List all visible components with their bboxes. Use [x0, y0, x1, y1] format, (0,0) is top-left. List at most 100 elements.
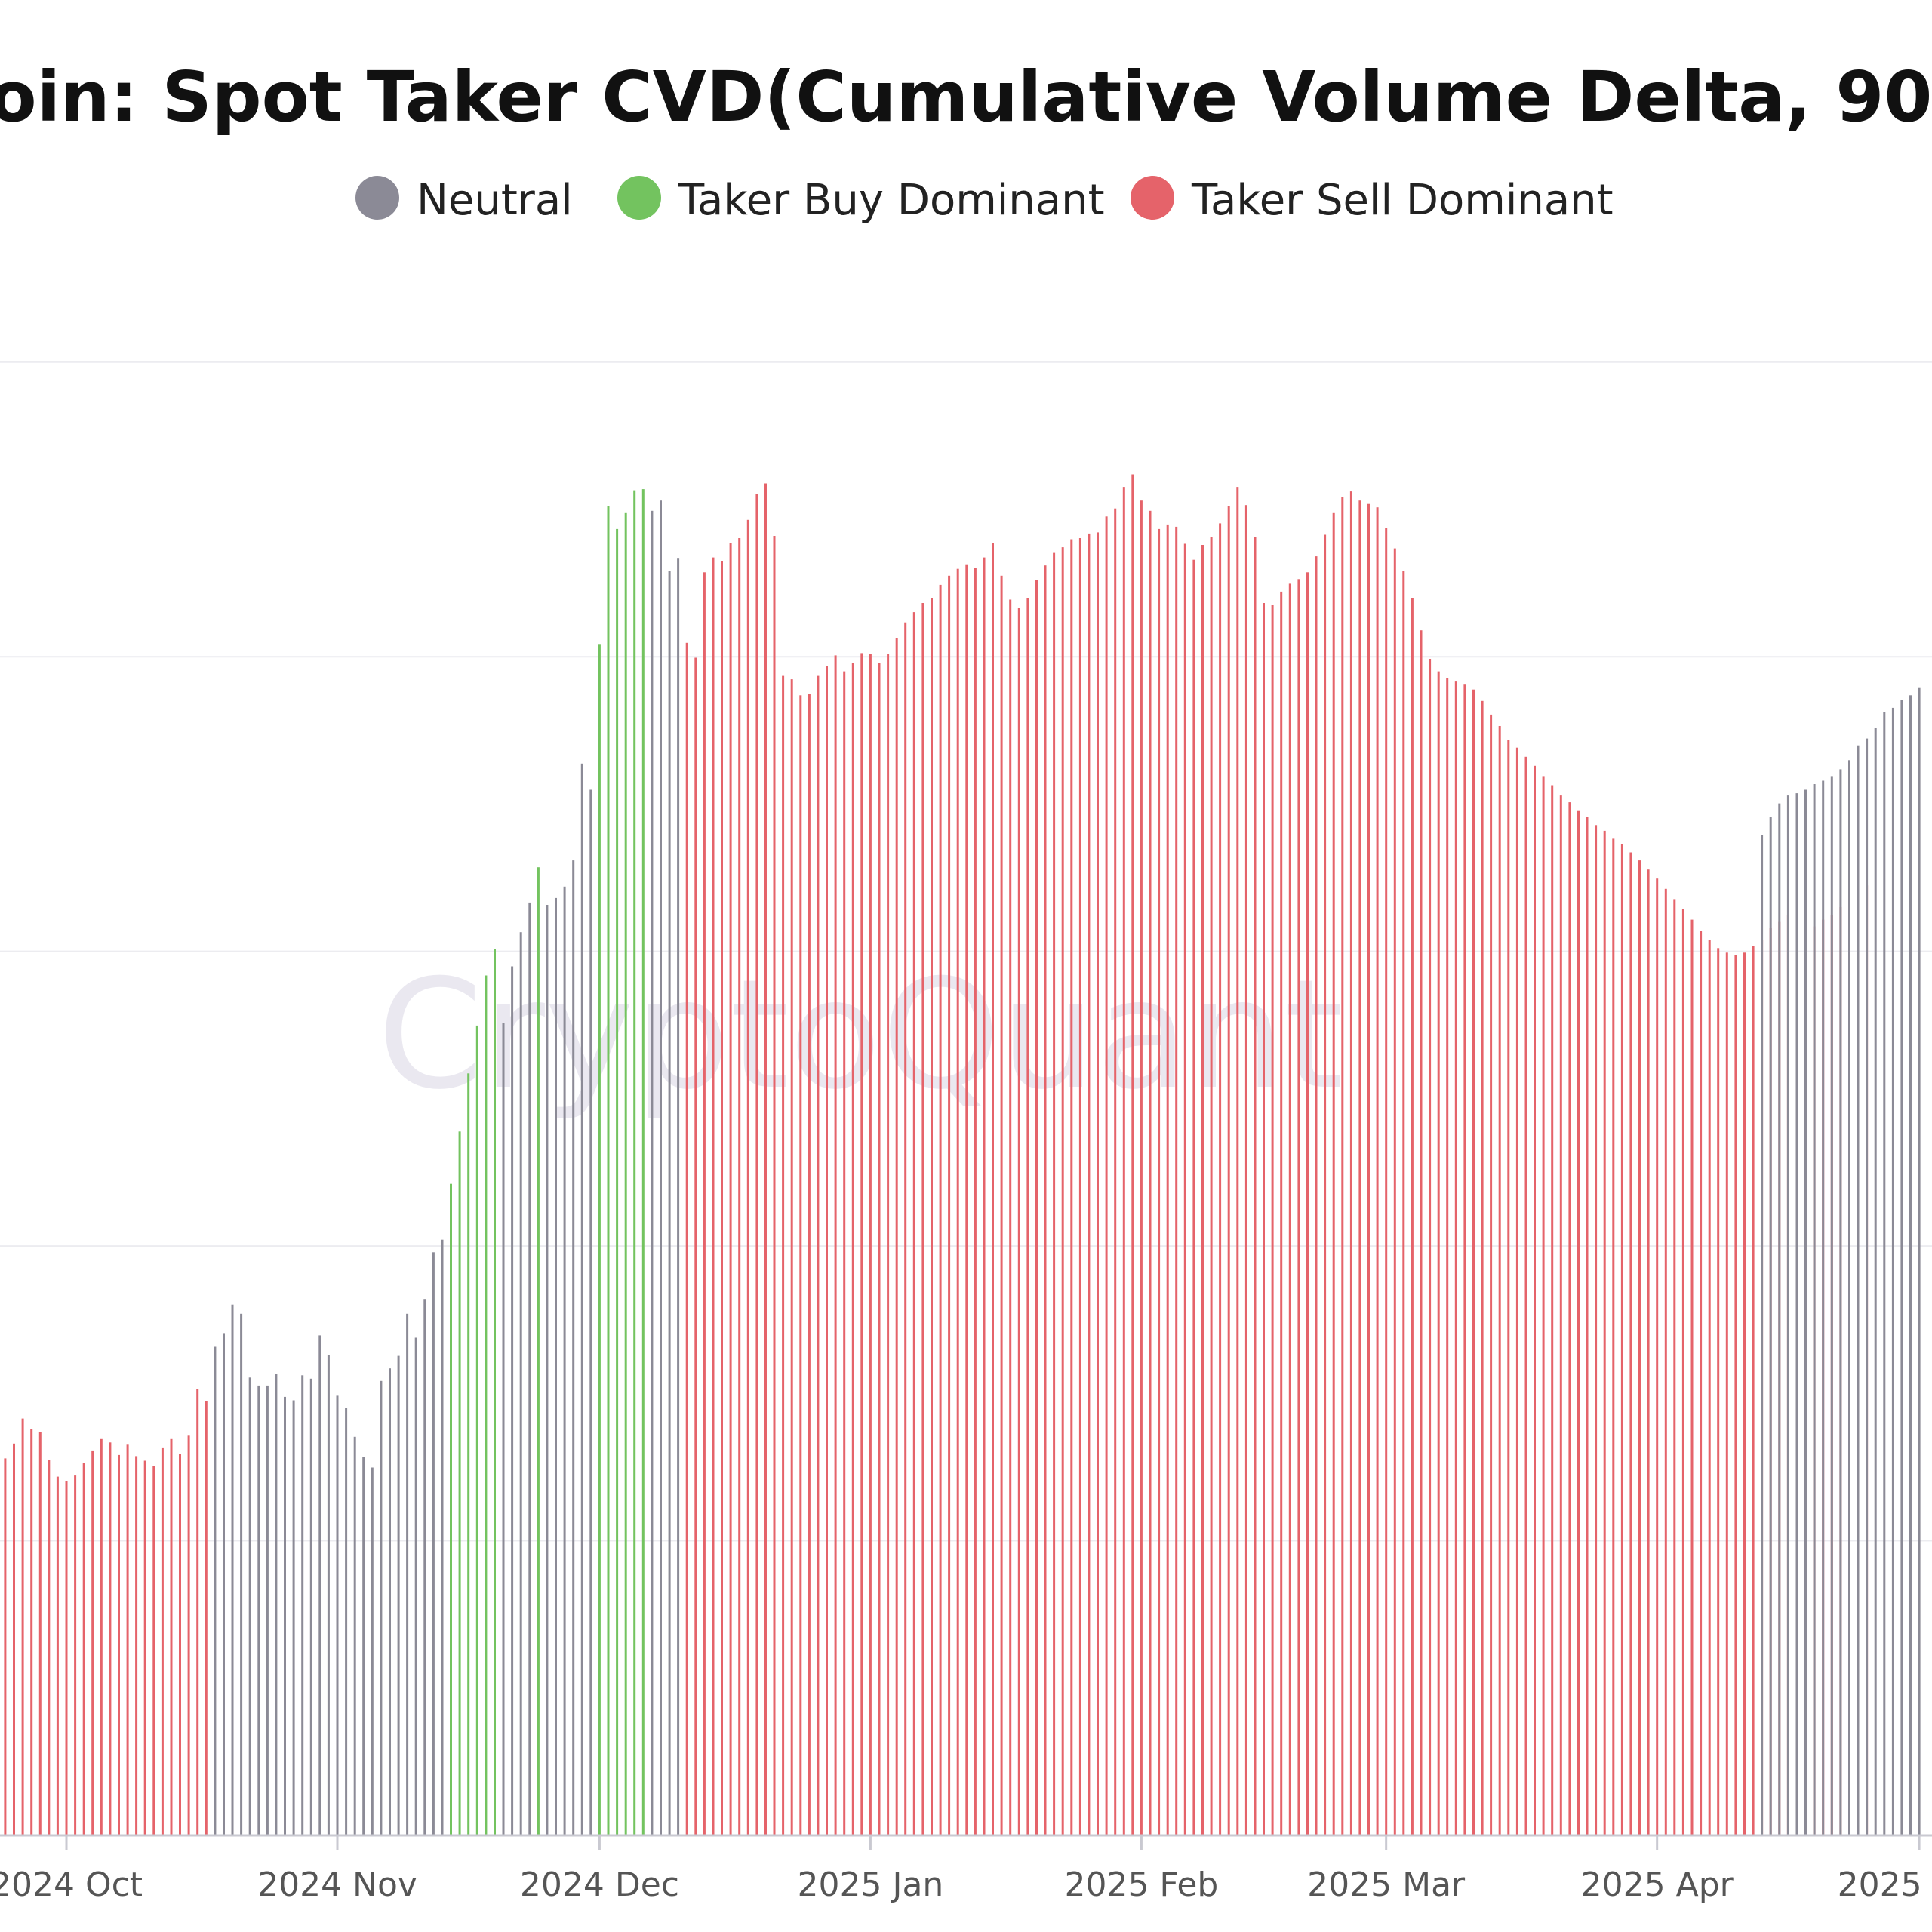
bar-neutral	[511, 966, 514, 1835]
bar-sell	[1638, 860, 1641, 1835]
bar-neutral	[223, 1333, 225, 1835]
bar-sell	[1420, 630, 1423, 1836]
bar-sell	[1219, 523, 1222, 1835]
bar-neutral	[1795, 793, 1798, 1835]
bar-neutral	[1857, 745, 1860, 1836]
bar-sell	[1254, 537, 1257, 1835]
bar-sell	[712, 557, 715, 1835]
bar-neutral	[555, 897, 557, 1835]
bar-sell	[703, 572, 706, 1835]
bar-neutral	[397, 1355, 400, 1835]
bar-sell	[1708, 940, 1711, 1835]
bar-sell	[738, 538, 741, 1835]
bar-sell	[1577, 810, 1580, 1835]
bar-sell	[1288, 583, 1291, 1835]
legend-label-neutral: Neutral	[417, 176, 573, 225]
bar-sell	[196, 1389, 199, 1835]
bar-sell	[1175, 526, 1178, 1835]
bar-sell	[1524, 756, 1527, 1835]
bar-neutral	[1778, 803, 1781, 1835]
bar-sell	[1271, 605, 1274, 1835]
bar-sell	[764, 483, 767, 1835]
bar-sell	[1035, 580, 1038, 1835]
bar-neutral	[1830, 776, 1833, 1835]
bar-sell	[1656, 878, 1659, 1835]
bar-sell	[1507, 740, 1510, 1835]
bar-neutral	[284, 1396, 286, 1835]
bar-sell	[1568, 802, 1571, 1835]
bar-sell	[790, 679, 793, 1835]
bar-sell	[851, 663, 854, 1835]
bar-sell	[1376, 507, 1379, 1836]
watermark: CryptoQuant	[377, 947, 1343, 1123]
legend-marker-sell	[1131, 176, 1174, 220]
bar-neutral	[589, 789, 592, 1835]
bar-sell	[161, 1447, 164, 1835]
bar-sell	[1349, 491, 1352, 1835]
bar-sell	[56, 1476, 59, 1835]
bar-neutral	[389, 1368, 391, 1835]
bar-sell	[1236, 487, 1239, 1835]
bar-neutral	[1813, 784, 1816, 1835]
bar-sell	[1595, 825, 1598, 1835]
bar-neutral	[301, 1375, 304, 1835]
legend-item-buy[interactable]: Taker Buy Dominant	[617, 176, 1105, 225]
bar-sell	[21, 1418, 24, 1835]
bar-sell	[1429, 659, 1432, 1835]
bar-sell	[834, 655, 837, 1835]
bar-neutral	[266, 1385, 269, 1835]
bar-sell	[843, 671, 846, 1835]
bar-sell	[65, 1481, 68, 1835]
bar-sell	[1717, 948, 1720, 1835]
bar-neutral	[1804, 789, 1807, 1835]
bar-sell	[1078, 538, 1081, 1835]
bar-sell	[91, 1450, 94, 1835]
legend-label-buy: Taker Buy Dominant	[678, 176, 1105, 225]
bar-sell	[1070, 539, 1073, 1835]
bar-sell	[1743, 952, 1746, 1835]
bar-sell	[1297, 579, 1300, 1835]
bar-neutral	[257, 1385, 260, 1835]
bar-sell	[1149, 510, 1152, 1835]
bar-buy	[537, 867, 540, 1835]
bar-sell	[1437, 671, 1440, 1835]
bar-sell	[721, 561, 723, 1836]
bar-neutral	[214, 1346, 217, 1835]
bar-buy	[485, 975, 488, 1835]
bar-sell	[1341, 497, 1344, 1836]
bar-neutral	[309, 1378, 312, 1835]
bar-sell	[1664, 888, 1667, 1835]
bar-neutral	[1769, 817, 1772, 1835]
bar-sell	[1515, 747, 1518, 1836]
bar-neutral	[1848, 760, 1850, 1835]
bar-neutral	[1883, 712, 1886, 1835]
bar-sell	[912, 612, 915, 1835]
bar-sell	[773, 536, 776, 1835]
bar-neutral	[380, 1380, 383, 1835]
bar-sell	[1244, 505, 1247, 1836]
bar-sell	[1647, 869, 1650, 1835]
bar-neutral	[668, 571, 671, 1835]
bar-sell	[126, 1444, 129, 1835]
bar-sell	[921, 603, 924, 1835]
bar-neutral	[231, 1304, 234, 1835]
legend-item-neutral[interactable]: Neutral	[355, 176, 573, 225]
bar-sell	[1061, 547, 1064, 1835]
bar-neutral	[546, 905, 549, 1835]
bar-buy	[607, 506, 610, 1836]
bar-sell	[1000, 575, 1003, 1835]
legend-item-sell[interactable]: Taker Sell Dominant	[1131, 176, 1614, 225]
x-tick-label: 2025 Feb	[1064, 1866, 1218, 1904]
bar-neutral	[371, 1467, 374, 1835]
bar-sell	[1612, 838, 1615, 1835]
bar-sell	[1358, 500, 1361, 1836]
bar-neutral	[1866, 738, 1869, 1835]
bar-sell	[1324, 534, 1327, 1835]
bar-sell	[1026, 598, 1029, 1835]
bar-sell	[1673, 899, 1676, 1835]
bar-sell	[1122, 487, 1125, 1835]
bar-neutral	[1891, 707, 1894, 1835]
bar-sell	[878, 663, 881, 1835]
bar-sell	[1446, 678, 1449, 1835]
